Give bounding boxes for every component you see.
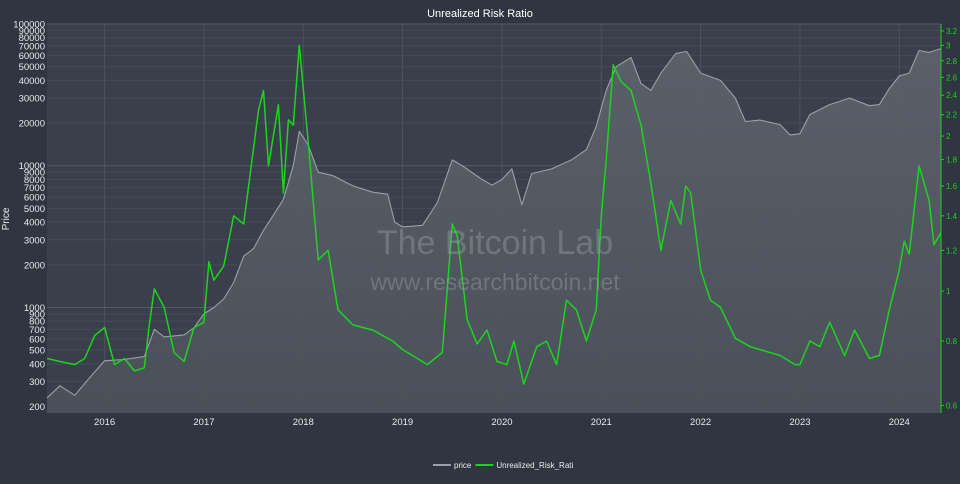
right-axis-ticks: 0.6 0.8 1 1.2 1.4 1.6 1.8 2 2.2 2.4 2.6 2.8 3 3.2 [941,27,958,410]
y-tick-label: 40000 [19,76,45,87]
y-tick-label: 20000 [19,119,45,130]
legend-label: price [454,461,472,470]
y2-tick-label: 1.6 [946,182,958,191]
legend-label: Unrealized_Risk_Rati [496,461,573,470]
unrealized-risk-rati-line [47,44,941,385]
y-tick-label: 800 [29,317,45,328]
y-tick-label: 8000 [24,175,45,186]
y2-tick-label: 1.2 [946,246,958,255]
y-tick-label: 100000 [13,20,45,31]
x-tick-label: 2022 [690,417,711,428]
y-tick-label: 3000 [24,235,45,246]
y-tick-label: 2000 [24,260,45,271]
y2-tick-label: 1.8 [946,156,958,165]
y-tick-label: 4000 [24,218,45,229]
chart-title: Unrealized Risk Ratio [427,8,533,20]
x-tick-label: 2018 [293,417,314,428]
y2-tick-label: 2.4 [946,91,958,100]
x-axis-ticks: 2016 2017 2018 2019 2020 2021 2022 2023 2024 [94,417,910,428]
y-tick-label: 1000 [24,303,45,314]
price-area [47,48,941,413]
y-axis-label: Price [1,207,12,230]
y-tick-label: 90000 [19,26,45,37]
y-tick-label: 10000 [19,161,45,172]
y2-tick-label: 2.6 [946,73,958,82]
x-tick-label: 2019 [392,417,413,428]
y2-tick-label: 1 [946,287,951,296]
y-tick-label: 6000 [24,193,45,204]
x-tick-label: 2020 [491,417,512,428]
watermark-url: www.researchbitcoin.net [369,269,620,295]
watermark: The Bitcoin Lab www.researchbitcoin.net [369,224,620,295]
y-tick-label: 500 [29,346,45,357]
y2-tick-label: 1.4 [946,212,958,221]
y-tick-label: 200 [29,402,45,413]
legend-item-unrealized-risk-rati[interactable]: Unrealized_Risk_Rati [475,461,573,470]
x-tick-label: 2023 [789,417,810,428]
y-tick-label: 50000 [19,62,45,73]
x-tick-label: 2024 [889,417,910,428]
y2-tick-label: 2.2 [946,111,958,120]
y-tick-label: 60000 [19,51,45,62]
price-line [47,48,941,399]
y-tick-label: 7000 [24,183,45,194]
watermark-title: The Bitcoin Lab [377,224,613,262]
y-tick-label: 5000 [24,204,45,215]
y-tick-label: 300 [29,377,45,388]
legend-item-price[interactable]: price [433,461,472,470]
x-tick-label: 2017 [193,417,214,428]
y2-tick-label: 2 [946,132,951,141]
y-tick-label: 600 [29,334,45,345]
y2-tick-label: 0.6 [946,401,958,410]
y2-tick-label: 3.2 [946,27,958,36]
x-tick-label: 2016 [94,417,115,428]
y-tick-label: 30000 [19,94,45,105]
y2-tick-label: 3 [946,41,951,50]
y-tick-label: 80000 [19,33,45,44]
legend[interactable]: price Unrealized_Risk_Rati [433,461,573,470]
y2-tick-label: 2.8 [946,57,958,66]
y2-tick-label: 0.8 [946,337,958,346]
y-tick-label: 700 [29,325,45,336]
y-tick-label: 400 [29,359,45,370]
series-layer [47,44,941,413]
y-tick-label: 9000 [24,168,45,179]
y-tick-label: 70000 [19,41,45,52]
y-tick-label: 900 [29,309,45,320]
x-tick-label: 2021 [591,417,612,428]
